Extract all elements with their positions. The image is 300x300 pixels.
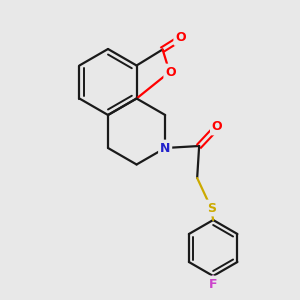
Text: N: N xyxy=(160,142,170,154)
Text: F: F xyxy=(209,278,218,290)
Text: O: O xyxy=(175,31,186,44)
Text: S: S xyxy=(207,202,216,214)
Text: O: O xyxy=(212,121,223,134)
Text: O: O xyxy=(165,65,176,79)
